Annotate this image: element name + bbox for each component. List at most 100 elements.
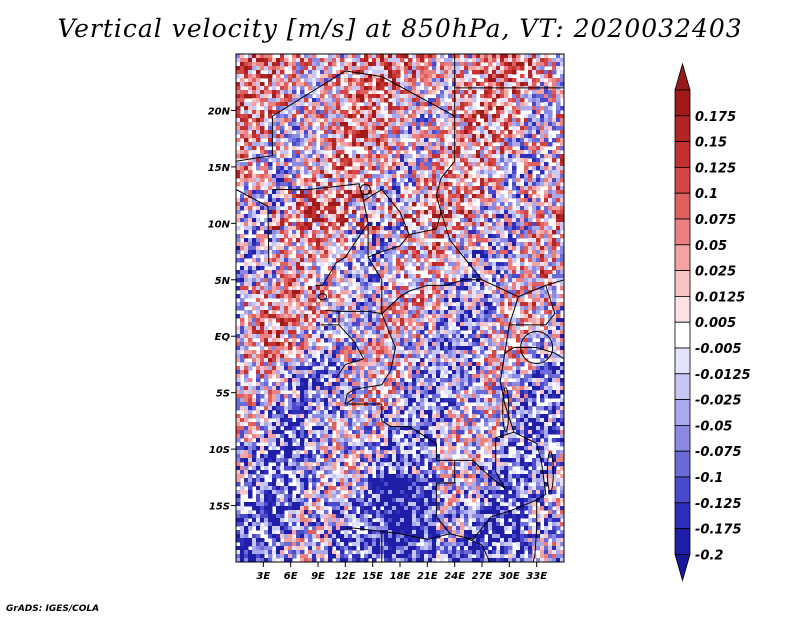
field-cell — [456, 198, 461, 203]
field-cell — [440, 150, 445, 155]
field-cell — [344, 154, 349, 159]
field-cell — [424, 322, 429, 327]
field-cell — [468, 274, 473, 279]
field-cell — [360, 142, 365, 147]
field-cell — [480, 194, 485, 199]
field-cell — [380, 66, 385, 71]
field-cell — [368, 206, 373, 211]
field-cell — [404, 250, 409, 255]
field-cell — [288, 278, 293, 283]
field-cell — [376, 278, 381, 283]
field-cell — [480, 182, 485, 187]
field-cell — [384, 198, 389, 203]
field-cell — [324, 334, 329, 339]
field-cell — [420, 174, 425, 179]
field-cell — [436, 98, 441, 103]
field-cell — [376, 62, 381, 67]
field-cell — [336, 294, 341, 299]
field-cell — [336, 134, 341, 139]
field-cell — [456, 154, 461, 159]
field-cell — [512, 246, 517, 251]
field-cell — [256, 238, 261, 243]
field-cell — [560, 130, 564, 135]
field-cell — [288, 294, 293, 299]
field-cell — [284, 162, 289, 167]
field-cell — [280, 142, 285, 147]
field-cell — [340, 322, 345, 327]
field-cell — [376, 342, 381, 347]
field-cell — [360, 342, 365, 347]
field-cell — [432, 230, 437, 235]
field-cell — [432, 126, 437, 131]
field-cell — [388, 234, 393, 239]
field-cell — [384, 142, 389, 147]
field-cell — [324, 90, 329, 95]
field-cell — [268, 94, 273, 99]
field-cell — [416, 258, 421, 263]
field-cell — [428, 114, 433, 119]
field-cell — [364, 242, 369, 247]
field-cell — [556, 170, 561, 175]
field-cell — [348, 326, 353, 331]
field-cell — [456, 186, 461, 191]
field-cell — [524, 202, 529, 207]
field-cell — [304, 354, 309, 359]
field-cell — [300, 62, 305, 67]
field-cell — [452, 298, 457, 303]
field-cell — [512, 90, 517, 95]
field-cell — [532, 162, 537, 167]
field-cell — [508, 230, 513, 235]
field-cell — [328, 250, 333, 255]
field-cell — [372, 190, 377, 195]
field-cell — [464, 250, 469, 255]
field-cell — [380, 82, 385, 87]
field-cell — [500, 70, 505, 75]
field-cell — [464, 130, 469, 135]
field-cell — [368, 114, 373, 119]
field-cell — [252, 318, 257, 323]
field-cell — [420, 318, 425, 323]
field-cell — [328, 322, 333, 327]
field-cell — [468, 174, 473, 179]
field-cell — [436, 82, 441, 87]
field-cell — [436, 134, 441, 139]
field-cell — [528, 58, 533, 63]
field-cell — [328, 314, 333, 319]
field-cell — [268, 290, 273, 295]
field-cell — [472, 54, 477, 59]
field-cell — [440, 342, 445, 347]
field-cell — [360, 98, 365, 103]
field-cell — [356, 254, 361, 259]
field-cell — [404, 90, 409, 95]
field-cell — [336, 130, 341, 135]
field-cell — [516, 254, 521, 259]
field-cell — [420, 222, 425, 227]
field-cell — [536, 290, 541, 295]
field-cell — [480, 150, 485, 155]
field-cell — [360, 266, 365, 271]
field-cell — [552, 178, 557, 183]
field-cell — [480, 190, 485, 195]
field-cell — [236, 154, 241, 159]
field-cell — [260, 74, 265, 79]
field-cell — [488, 234, 493, 239]
field-cell — [556, 58, 561, 63]
field-cell — [408, 350, 413, 355]
field-cell — [304, 190, 309, 195]
field-cell — [556, 218, 561, 223]
field-cell — [412, 314, 417, 319]
field-cell — [548, 186, 553, 191]
field-cell — [480, 282, 485, 287]
field-cell — [332, 262, 337, 267]
field-cell — [304, 70, 309, 75]
field-cell — [560, 170, 564, 175]
field-cell — [332, 282, 337, 287]
field-cell — [332, 346, 337, 351]
field-cell — [472, 254, 477, 259]
field-cell — [276, 198, 281, 203]
field-cell — [312, 330, 317, 335]
field-cell — [328, 130, 333, 135]
field-cell — [436, 262, 441, 267]
field-cell — [516, 110, 521, 115]
field-cell — [400, 322, 405, 327]
